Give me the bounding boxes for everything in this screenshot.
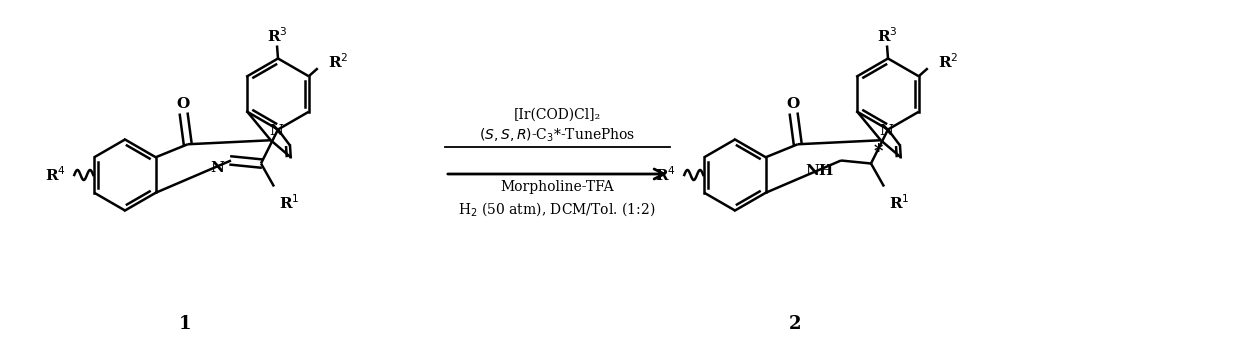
Text: R$^1$: R$^1$ <box>279 194 300 212</box>
Text: NH: NH <box>806 163 835 178</box>
Text: R$^3$: R$^3$ <box>267 26 288 45</box>
Text: N: N <box>879 124 893 138</box>
Text: R$^4$: R$^4$ <box>655 166 676 184</box>
Text: R$^1$: R$^1$ <box>889 194 910 212</box>
Text: *: * <box>874 143 883 161</box>
Text: R$^2$: R$^2$ <box>937 52 959 70</box>
Text: N: N <box>269 124 283 138</box>
Text: Morpholine-TFA: Morpholine-TFA <box>500 180 614 194</box>
Text: R$^2$: R$^2$ <box>327 52 348 70</box>
Text: $\mathit{(S,S,R)}$-C$_3$*-TunePhos: $\mathit{(S,S,R)}$-C$_3$*-TunePhos <box>479 126 635 144</box>
Text: H$_2$ (50 atm), DCM/Tol. (1:2): H$_2$ (50 atm), DCM/Tol. (1:2) <box>459 200 656 218</box>
Text: R$^4$: R$^4$ <box>46 166 66 184</box>
Text: [Ir(COD)Cl]₂: [Ir(COD)Cl]₂ <box>513 108 600 122</box>
Text: N: N <box>210 161 224 175</box>
Text: O: O <box>176 97 190 111</box>
Text: O: O <box>786 97 800 111</box>
Text: R$^3$: R$^3$ <box>877 26 898 45</box>
Text: 1: 1 <box>179 315 191 333</box>
Text: 2: 2 <box>789 315 801 333</box>
